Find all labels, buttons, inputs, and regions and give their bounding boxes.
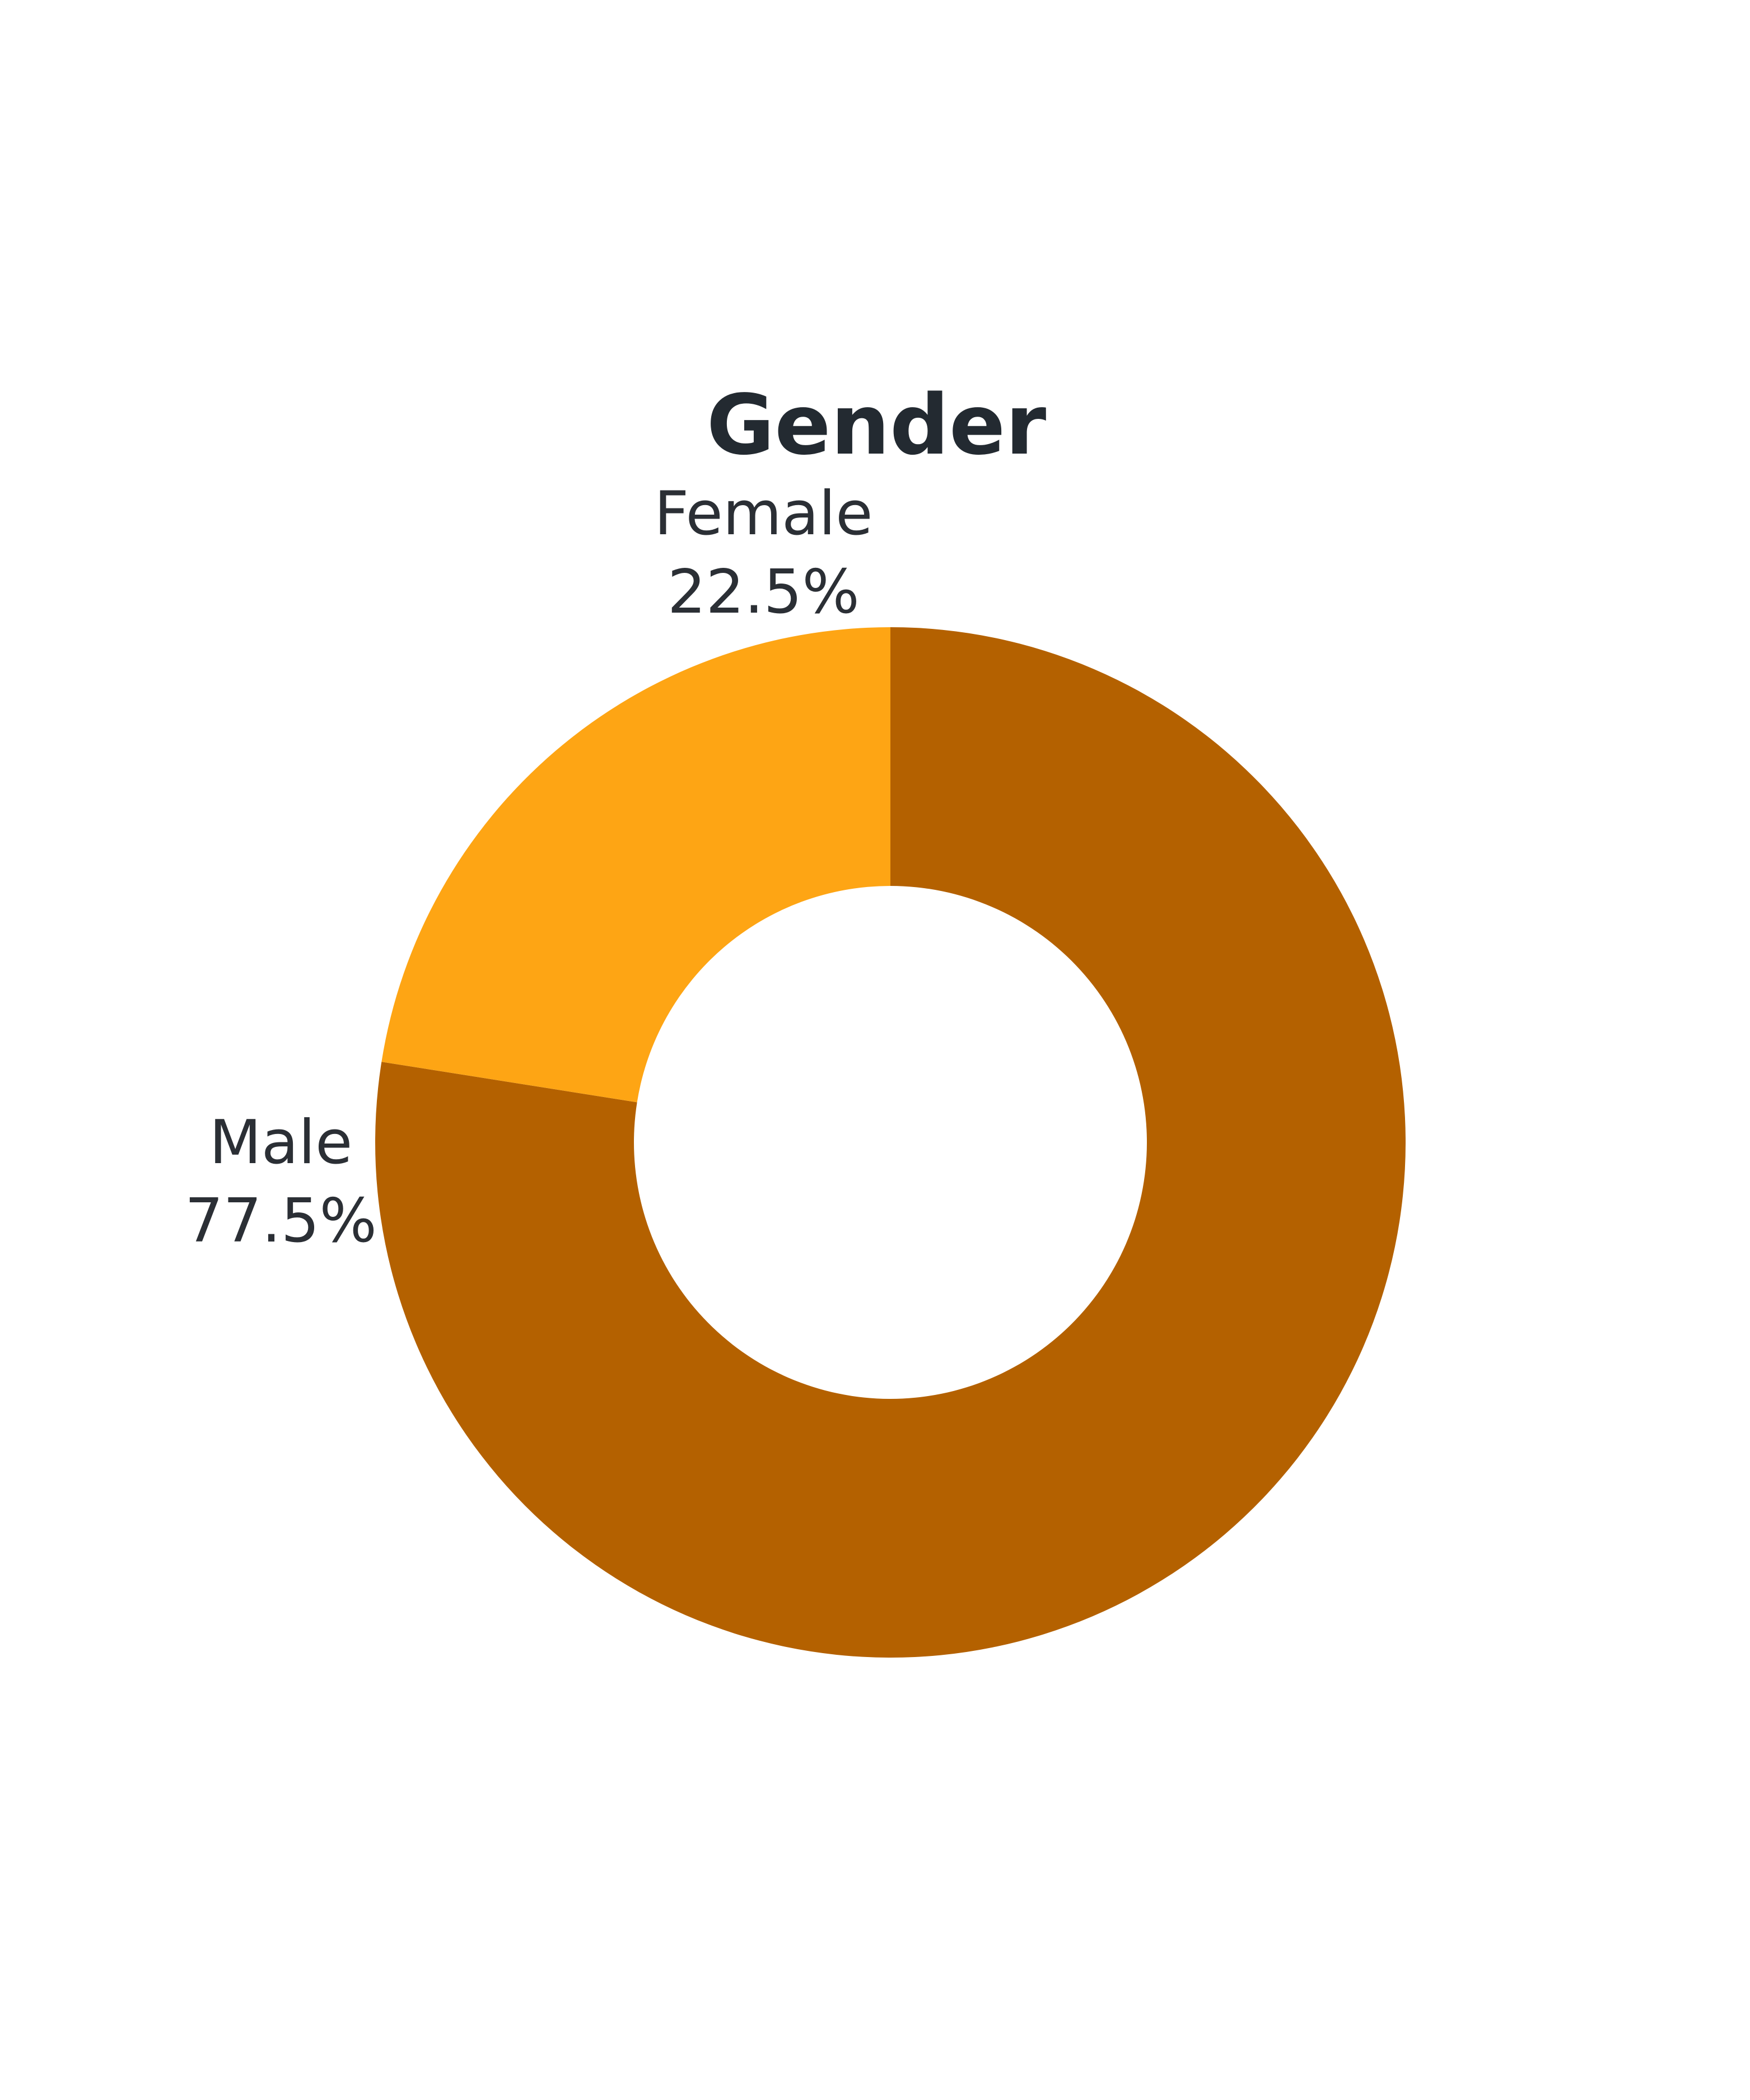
donut-slices	[375, 627, 1406, 1658]
slice-label-male: Male	[209, 1108, 353, 1178]
slice-male	[375, 627, 1406, 1658]
slice-value-female: 22.5%	[668, 557, 860, 627]
slice-label-female: Female	[654, 479, 873, 549]
slice-female	[381, 627, 890, 1103]
slice-value-male: 77.5%	[185, 1186, 377, 1256]
slice-labels: Male 77.5% Female 22.5%	[185, 479, 873, 1256]
chart-title: Gender	[707, 377, 1047, 473]
